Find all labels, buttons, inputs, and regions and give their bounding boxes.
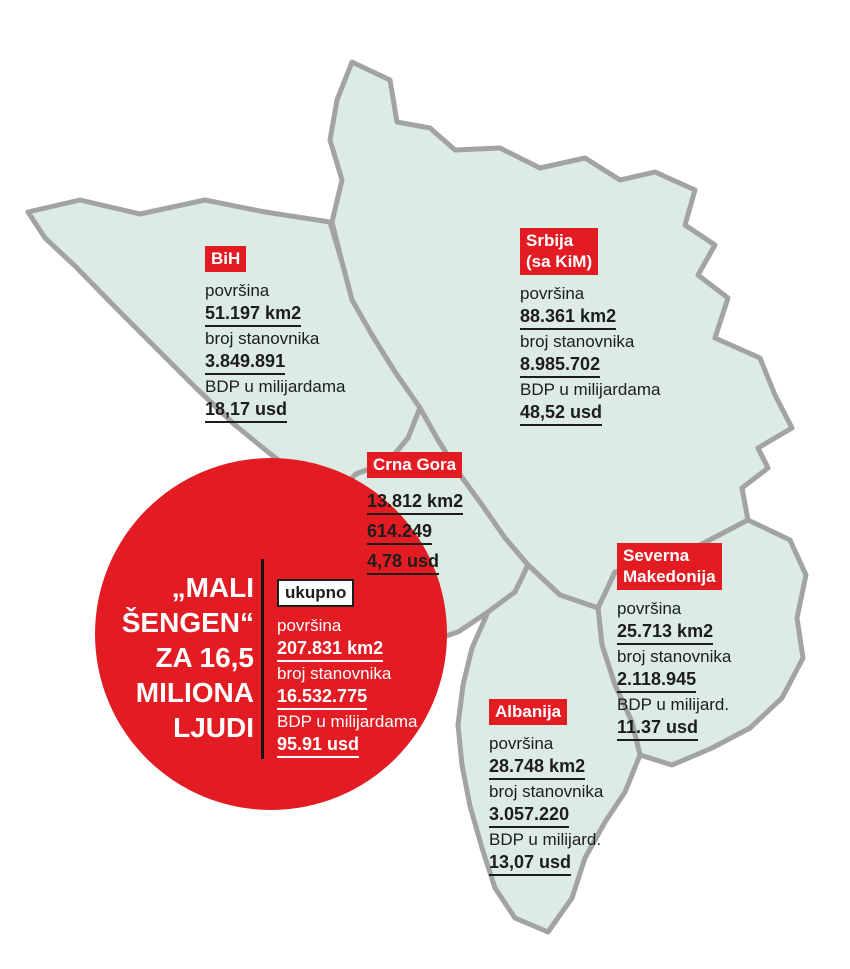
- gdp-value: 13,07 usd: [489, 851, 603, 876]
- population-label: broj stanovnika: [277, 664, 392, 683]
- area-value-text: 51.197 km2: [205, 302, 302, 327]
- gdp-value-text: 13,07 usd: [489, 851, 572, 876]
- population-value-text: 3.057.220: [489, 803, 570, 828]
- population-value-text: 614.249: [367, 520, 433, 545]
- population-label: broj stanovnika: [205, 329, 320, 348]
- area-value: 28.748 km2: [489, 755, 603, 780]
- gdp-value: 4,78 usd: [367, 550, 463, 575]
- area-label: površina: [617, 599, 682, 618]
- circle-headline: „MALI ŠENGEN“ ZA 16,5 MILIONA LJUDI: [121, 572, 254, 743]
- population-value: 16.532.775: [277, 685, 417, 710]
- area-value-text: 88.361 km2: [520, 305, 617, 330]
- country-info-crna-gora: Crna Gora 13.812 km2 614.249 4,78 usd: [367, 452, 464, 575]
- population-value: 2.118.945: [617, 668, 731, 693]
- area-value: 88.361 km2: [520, 305, 660, 330]
- gdp-value: 48,52 usd: [520, 401, 660, 426]
- total-info-ukupno: ukupno površina 207.831 km2 broj stanovn…: [277, 579, 417, 758]
- area-value-text: 13.812 km2: [367, 490, 464, 515]
- area-value-text: 28.748 km2: [489, 755, 586, 780]
- area-value: 207.831 km2: [277, 637, 417, 662]
- country-info-severna-makedonija: Severna Makedonija površina 25.713 km2 b…: [617, 543, 731, 741]
- area-label: površina: [489, 734, 554, 753]
- population-value-text: 16.532.775: [277, 685, 368, 710]
- country-info-bih: BiH površina 51.197 km2 broj stanovnika …: [205, 246, 345, 423]
- total-tag: ukupno: [277, 579, 355, 607]
- circle-divider-line: [261, 559, 264, 759]
- country-info-albanija: Albanija površina 28.748 km2 broj stanov…: [489, 699, 603, 876]
- country-info-srbija: Srbija (sa KiM) površina 88.361 km2 broj…: [520, 228, 660, 426]
- gdp-value-text: 11.37 usd: [617, 716, 699, 741]
- gdp-label: BDP u milijardama: [277, 712, 418, 731]
- population-value-text: 8.985.702: [520, 353, 601, 378]
- country-tag-crna-gora: Crna Gora: [367, 452, 463, 478]
- country-tag-severna-makedonija: Severna Makedonija: [617, 543, 722, 590]
- mali-sengen-circle: [95, 458, 447, 810]
- area-label: površina: [277, 616, 342, 635]
- gdp-label: BDP u milijardama: [205, 377, 346, 396]
- region-albanija: [455, 562, 643, 935]
- gdp-value-text: 4,78 usd: [367, 550, 440, 575]
- population-value: 3.849.891: [205, 350, 345, 375]
- gdp-value-text: 95.91 usd: [277, 733, 360, 758]
- country-tag-albanija: Albanija: [489, 699, 568, 725]
- population-value-text: 2.118.945: [617, 668, 697, 693]
- population-value: 8.985.702: [520, 353, 660, 378]
- population-label: broj stanovnika: [617, 647, 732, 666]
- area-value-text: 207.831 km2: [277, 637, 384, 662]
- area-value: 13.812 km2: [367, 490, 464, 515]
- population-label: broj stanovnika: [489, 782, 604, 801]
- gdp-label: BDP u milijard.: [617, 695, 730, 714]
- population-value: 3.057.220: [489, 803, 603, 828]
- population-value: 614.249: [367, 520, 463, 545]
- area-value: 51.197 km2: [205, 302, 345, 327]
- gdp-value-text: 48,52 usd: [520, 401, 603, 426]
- gdp-label: BDP u milijardama: [520, 380, 661, 399]
- gdp-value-text: 18,17 usd: [205, 398, 288, 423]
- gdp-value: 95.91 usd: [277, 733, 417, 758]
- country-tag-bih: BiH: [205, 246, 247, 272]
- gdp-label: BDP u milijard.: [489, 830, 602, 849]
- area-label: površina: [205, 281, 270, 300]
- country-tag-srbija: Srbija (sa KiM): [520, 228, 599, 275]
- area-value-text: 25.713 km2: [617, 620, 714, 645]
- area-value: 25.713 km2: [617, 620, 731, 645]
- gdp-value: 18,17 usd: [205, 398, 345, 423]
- population-label: broj stanovnika: [520, 332, 635, 351]
- area-label: površina: [520, 284, 585, 303]
- population-value-text: 3.849.891: [205, 350, 286, 375]
- gdp-value: 11.37 usd: [617, 716, 731, 741]
